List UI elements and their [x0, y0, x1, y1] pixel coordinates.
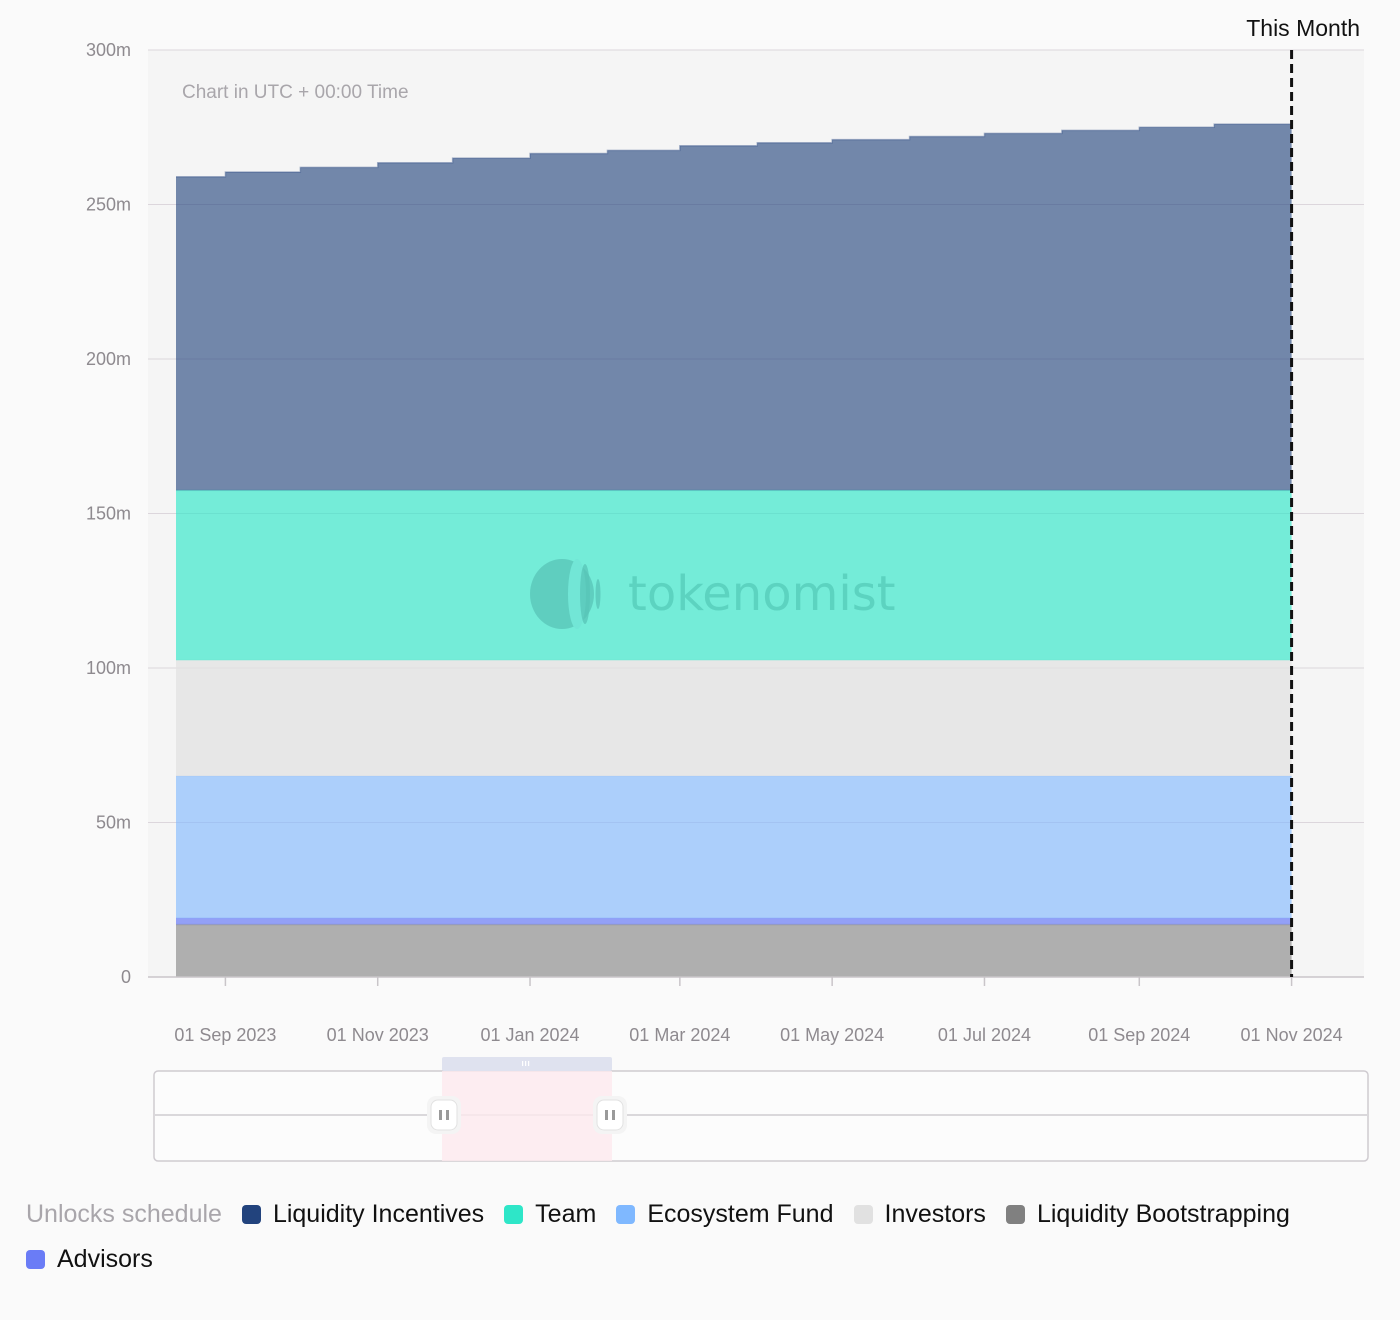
x-tick-label: 01 Jul 2024 — [938, 1025, 1031, 1045]
x-axis: 01 Sep 2023 01 Nov 2023 01 Jan 2024 01 Mar … — [174, 977, 1343, 1045]
legend-item-advisors[interactable]: Advisors — [26, 1245, 153, 1274]
navigator-handle-right[interactable] — [593, 1096, 627, 1134]
legend-swatch — [853, 1205, 873, 1224]
range-navigator[interactable] — [153, 1070, 1369, 1162]
legend-item-liquidity-incentives[interactable]: Liquidity Incentives — [241, 1200, 485, 1229]
series-area-investors — [176, 660, 1292, 777]
watermark: tokenomist — [530, 559, 896, 629]
legend-swatch — [504, 1205, 524, 1224]
navigator-selected-range[interactable] — [442, 1071, 612, 1161]
legend: Unlocks schedule Liquidity Incentives Te… — [26, 1200, 1386, 1274]
y-tick-label: 300m — [86, 40, 131, 60]
legend-item-ecosystem-fund[interactable]: Ecosystem Fund — [616, 1200, 834, 1229]
legend-label: Investors — [884, 1200, 986, 1228]
y-tick-label: 50m — [96, 813, 131, 833]
x-tick-label: 01 May 2024 — [780, 1025, 884, 1045]
legend-item-liquidity-bootstrapping[interactable]: Liquidity Bootstrapping — [1005, 1200, 1290, 1229]
watermark-logo-dot-icon — [595, 579, 601, 609]
y-tick-label: 250m — [86, 195, 131, 215]
y-tick-label: 100m — [86, 658, 131, 678]
this-month-label: This Month — [1246, 15, 1360, 41]
x-tick-label: 01 Nov 2023 — [327, 1025, 429, 1045]
y-axis: 0 50m 100m 150m 200m 250m 300m — [86, 40, 131, 987]
x-tick-label: 01 Sep 2024 — [1088, 1025, 1190, 1045]
scrollbar-grip-icon — [522, 1061, 530, 1066]
series-line-liquidity-incentives — [176, 121, 1293, 178]
x-tick-label: 01 Sep 2023 — [174, 1025, 276, 1045]
x-tick-label: 01 Nov 2024 — [1241, 1025, 1343, 1045]
legend-label: Ecosystem Fund — [647, 1200, 834, 1228]
unlocks-chart: tokenomist Chart in UTC + 00:00 Time 0 50… — [86, 15, 1369, 1162]
legend-label: Liquidity Bootstrapping — [1036, 1200, 1290, 1228]
series-area-ecosystem-fund — [176, 776, 1292, 919]
legend-label: Team — [535, 1200, 597, 1228]
stacked-areas — [176, 121, 1293, 977]
series-area-liquidity-incentives — [176, 121, 1292, 491]
y-tick-label: 150m — [86, 504, 131, 524]
legend-title: Unlocks schedule — [26, 1200, 222, 1228]
legend-label: Advisors — [57, 1245, 153, 1273]
navigator-handle-left[interactable] — [427, 1096, 461, 1134]
navigator-scrollbar-thumb[interactable] — [442, 1057, 612, 1071]
series-area-team — [176, 490, 1292, 661]
series-area-liquidity-bootstrapping — [176, 924, 1292, 977]
y-tick-label: 200m — [86, 349, 131, 369]
timezone-note: Chart in UTC + 00:00 Time — [182, 82, 409, 103]
legend-swatch — [26, 1250, 45, 1269]
legend-label: Liquidity Incentives — [272, 1200, 485, 1228]
watermark-text: tokenomist — [628, 566, 896, 622]
y-tick-label: 0 — [121, 967, 131, 987]
x-tick-label: 01 Jan 2024 — [480, 1025, 579, 1045]
series-area-advisors — [176, 918, 1292, 925]
legend-swatch — [1005, 1205, 1025, 1224]
legend-item-team[interactable]: Team — [504, 1200, 596, 1229]
legend-swatch — [241, 1205, 261, 1224]
legend-item-investors[interactable]: Investors — [853, 1200, 986, 1229]
watermark-logo-bar-icon — [580, 564, 590, 624]
x-tick-label: 01 Mar 2024 — [629, 1025, 730, 1045]
legend-swatch — [616, 1205, 636, 1224]
